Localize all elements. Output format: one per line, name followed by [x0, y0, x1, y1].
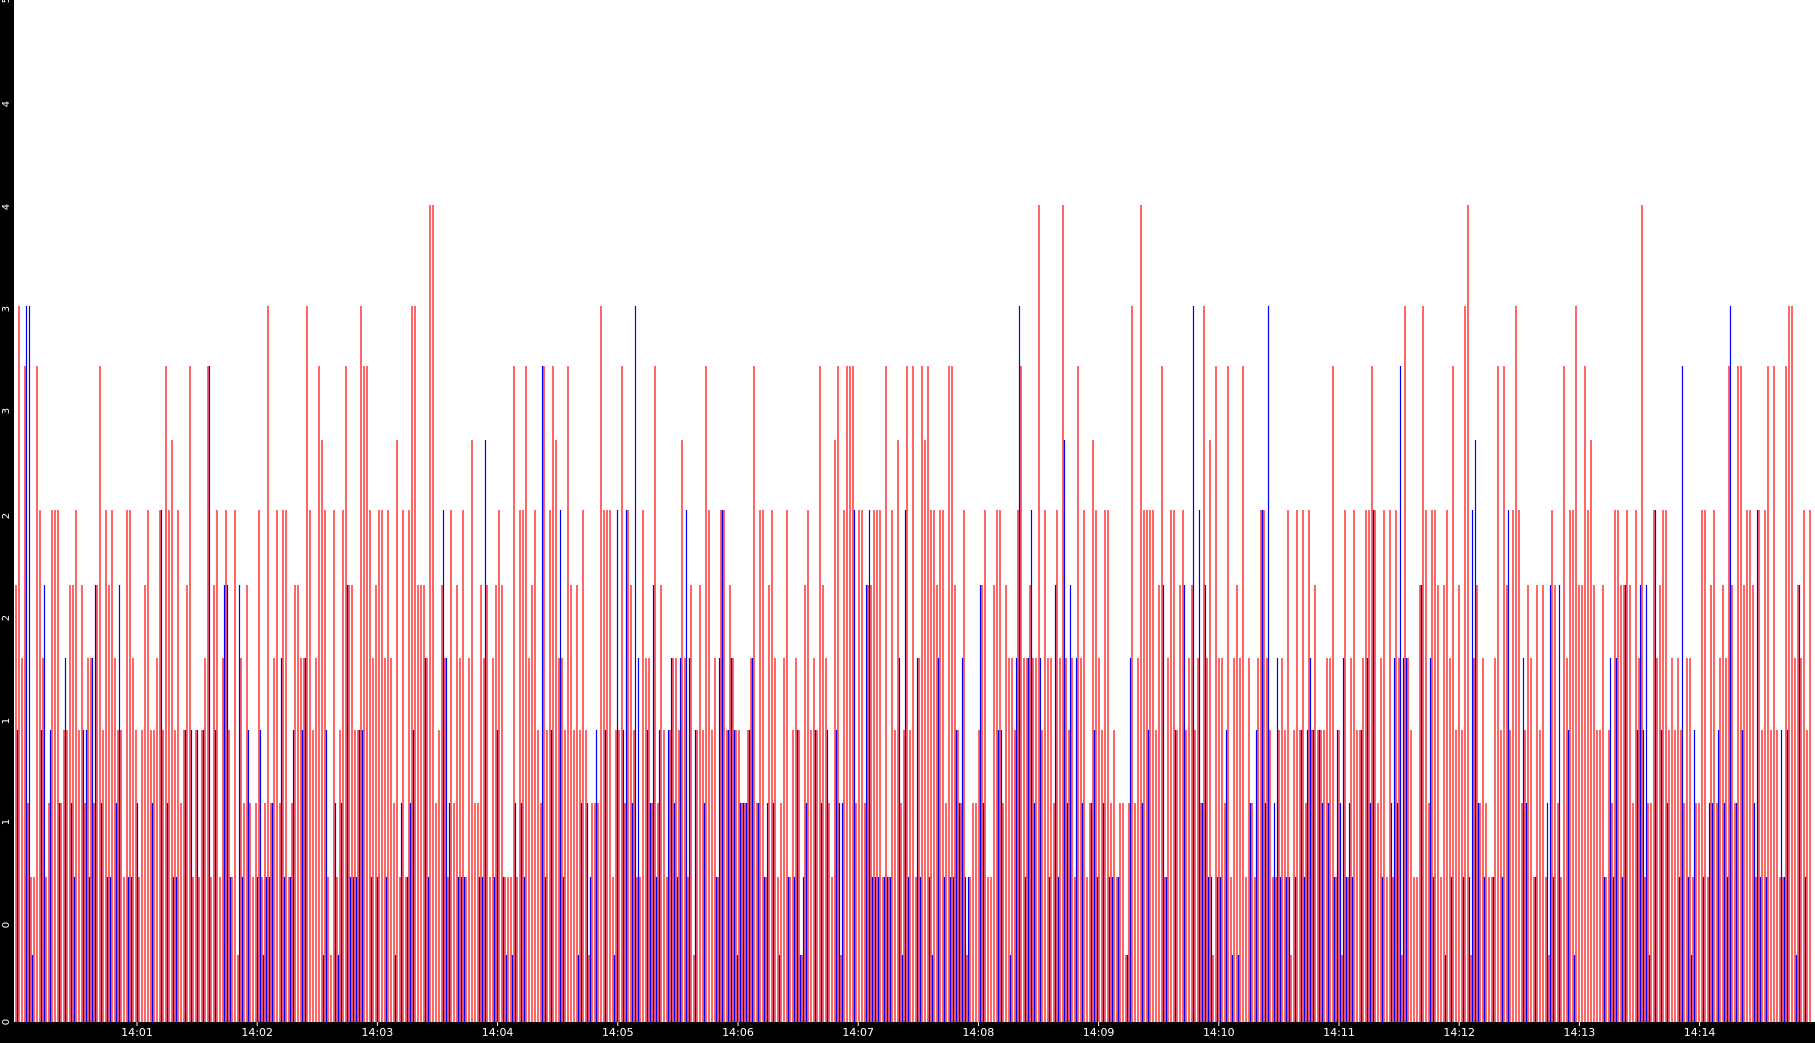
y-axis-panel — [0, 0, 14, 1039]
x-tick-label: 14:14 — [1684, 1026, 1716, 1039]
y-tick-label: 3 — [1, 408, 12, 414]
x-tick-label: 14:13 — [1564, 1026, 1596, 1039]
x-tick-label: 14:03 — [362, 1026, 394, 1039]
y-tick-label: 4 — [1, 101, 12, 107]
x-axis-ticks: 14:01 14:02 14:03 14:04 14:05 14:06 14:07 14:08… — [121, 1022, 1715, 1039]
y-tick-label: 2 — [1, 615, 12, 621]
y-tick-label: 0 — [1, 922, 12, 928]
x-tick-label: 14:10 — [1203, 1026, 1235, 1039]
x-tick-label: 14:12 — [1443, 1026, 1475, 1039]
y-tick-label: 3 — [1, 306, 12, 312]
x-tick-label: 14:07 — [842, 1026, 874, 1039]
x-tick-label: 14:08 — [963, 1026, 995, 1039]
y-tick-label: 4 — [1, 204, 12, 210]
y-tick-label: 2 — [1, 513, 12, 519]
y-axis-ticks: 0 0 1 1 2 2 3 3 4 4 5 — [1, 0, 12, 1025]
x-tick-label: 14:04 — [482, 1026, 514, 1039]
x-tick-label: 14:02 — [241, 1026, 273, 1039]
y-tick-label: 1 — [1, 718, 12, 724]
x-tick-label: 14:09 — [1083, 1026, 1115, 1039]
series-red-bars — [15, 205, 1811, 1022]
x-axis-panel — [0, 1022, 1815, 1039]
x-tick-label: 14:06 — [722, 1026, 754, 1039]
x-tick-label: 14:05 — [602, 1026, 634, 1039]
y-tick-label: 0 — [1, 1019, 12, 1025]
x-tick-label: 14:11 — [1323, 1026, 1355, 1039]
y-tick-label: 1 — [1, 819, 12, 825]
y-tick-label: 5 — [1, 0, 12, 3]
x-tick-label: 14:01 — [121, 1026, 153, 1039]
plot-area — [14, 0, 1815, 1022]
series-blue-bars — [16, 306, 1807, 1022]
